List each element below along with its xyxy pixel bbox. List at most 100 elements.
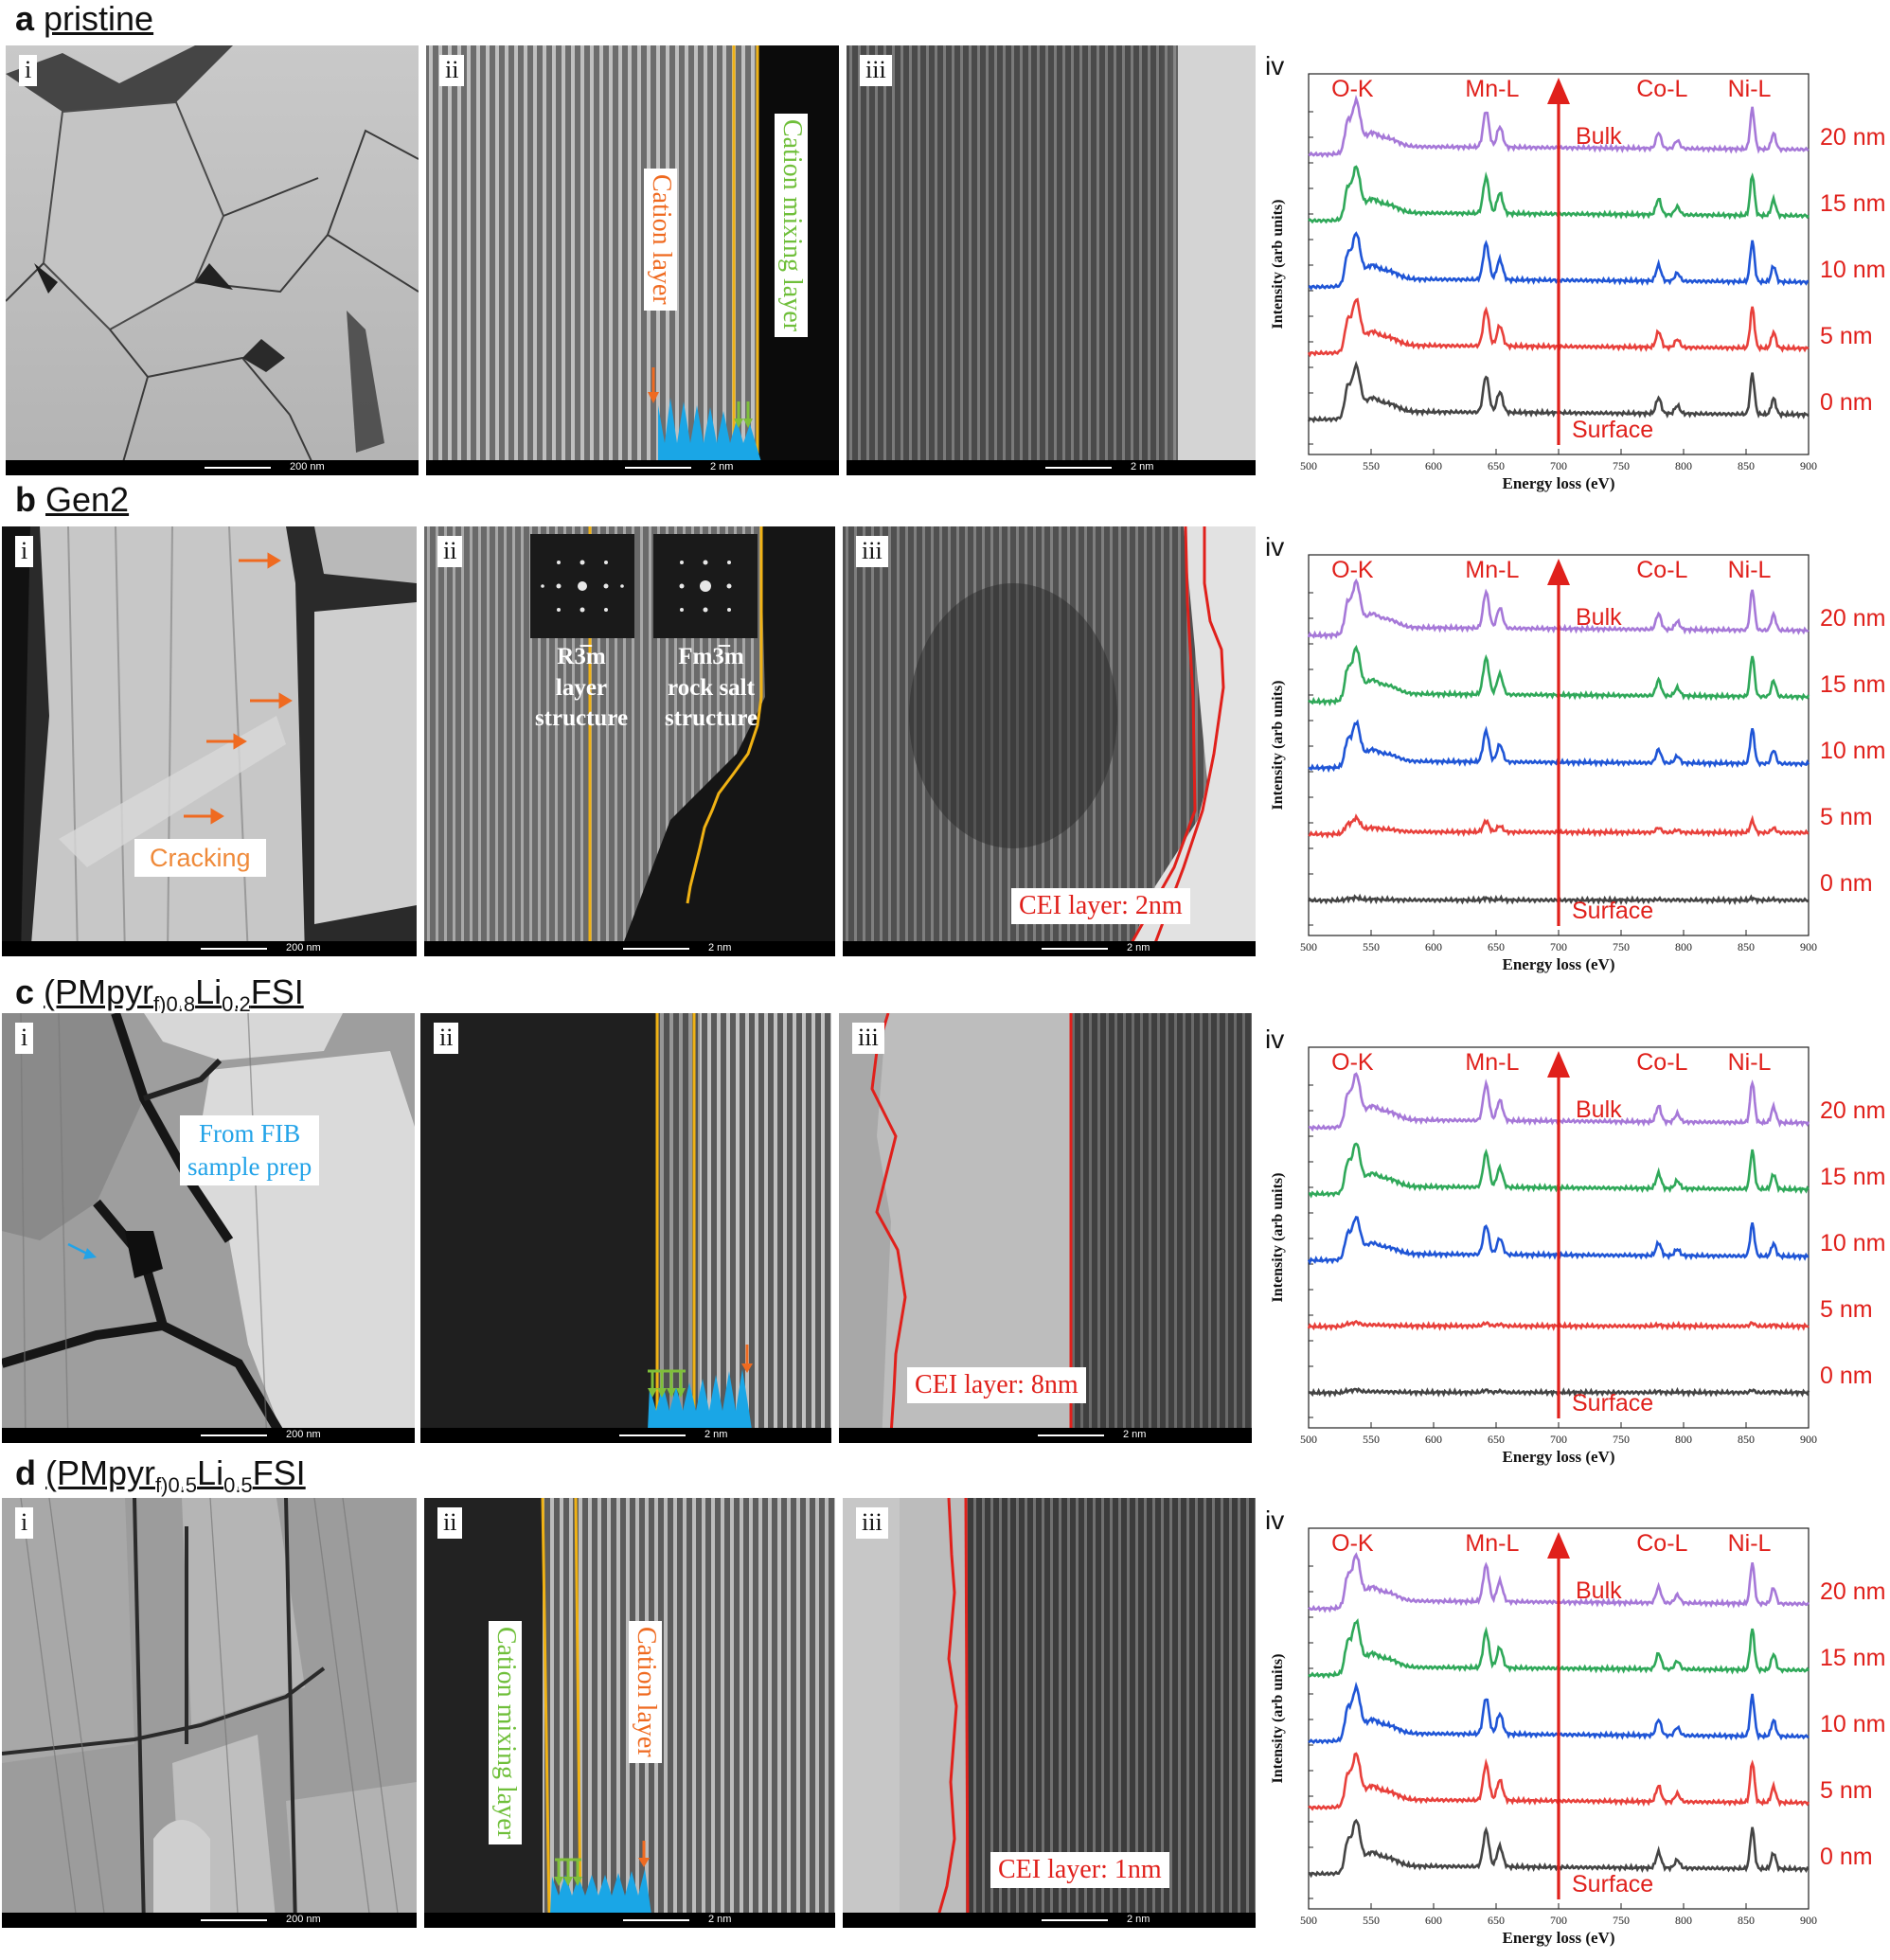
- panel-b-ii: R3̅m layer structure Fm3̅m rock salt str…: [424, 526, 835, 956]
- title-subscript: f: [155, 1473, 162, 1498]
- edge-label: Mn-L: [1465, 557, 1520, 583]
- stem-lattice-b-iii: [843, 526, 1256, 956]
- x-tick-label: 900: [1800, 1914, 1817, 1927]
- cei-layer-label: CEI layer: 8nm: [907, 1367, 1086, 1403]
- panel-d-ii: Cation mixing layer Cation layer ii 2 nm: [424, 1498, 835, 1928]
- scale-bar-text: 2 nm: [704, 1429, 728, 1440]
- x-tick-label: 550: [1363, 459, 1380, 472]
- x-tick-label: 500: [1300, 459, 1317, 472]
- surface-label: Surface: [1572, 1871, 1654, 1898]
- edge-label: Co-L: [1636, 76, 1688, 102]
- series-depth-label: 0 nm: [1820, 1844, 1873, 1870]
- scale-bar-text: 2 nm: [710, 461, 734, 472]
- row-title-text: pristine: [44, 0, 154, 38]
- x-axis-label: Energy loss (eV): [1503, 1929, 1615, 1947]
- panel-label: iv: [1265, 1506, 1285, 1535]
- panel-a-iii: iii 2 nm: [847, 45, 1256, 475]
- panel-label: ii: [437, 1507, 463, 1539]
- x-tick-label: 550: [1363, 1433, 1380, 1446]
- x-tick-label: 550: [1363, 1914, 1380, 1927]
- scale-bar: 2 nm: [426, 460, 839, 475]
- scale-bar-text: 2 nm: [1127, 942, 1150, 953]
- edge-label: Co-L: [1636, 1530, 1688, 1557]
- x-tick-label: 900: [1800, 940, 1817, 953]
- x-tick-label: 600: [1425, 940, 1442, 953]
- sem-image-b-i: [2, 526, 417, 956]
- x-tick-label: 700: [1550, 1433, 1567, 1446]
- title-subscript: 0.2: [222, 992, 251, 1017]
- panel-d-i: i 200 nm: [2, 1498, 417, 1928]
- panel-c-iii: CEI layer: 8nm iii 2 nm: [839, 1013, 1252, 1443]
- series-depth-label: 15 nm: [1820, 1164, 1886, 1190]
- sem-image-a-i: [6, 45, 419, 475]
- row-letter: c: [15, 972, 35, 1011]
- scale-bar: 200 nm: [2, 941, 417, 956]
- series-depth-label: 10 nm: [1820, 738, 1886, 764]
- series-depth-label: 0 nm: [1820, 870, 1873, 897]
- panel-d-iii: CEI layer: 1nm iii 2 nm: [843, 1498, 1256, 1928]
- panel-c-i: From FIB sample prep i 200 nm: [2, 1013, 415, 1443]
- bulk-label: Bulk: [1576, 1577, 1622, 1604]
- arrow-head-icon: [1547, 559, 1570, 585]
- caption-line: sample prep: [187, 1152, 312, 1182]
- series-depth-label: 5 nm: [1820, 1777, 1873, 1804]
- stem-lattice-a-ii: [426, 45, 839, 475]
- edge-label: O-K: [1331, 557, 1374, 583]
- title-subscript: )0.5: [161, 1473, 198, 1498]
- x-tick-label: 550: [1363, 940, 1380, 953]
- space-group-right: Fm3̅m: [678, 644, 744, 669]
- x-tick-label: 650: [1488, 1433, 1505, 1446]
- edge-label: Ni-L: [1727, 1049, 1772, 1076]
- x-tick-label: 850: [1738, 1433, 1755, 1446]
- panel-label: i: [15, 536, 34, 567]
- bulk-label: Bulk: [1576, 1096, 1622, 1123]
- x-tick-label: 900: [1800, 1433, 1817, 1446]
- series-depth-label: 0 nm: [1820, 1363, 1873, 1389]
- series-depth-label: 10 nm: [1820, 257, 1886, 283]
- title-part: Li: [195, 972, 223, 1011]
- panel-label: iv: [1265, 51, 1285, 80]
- stem-lattice-b-ii: [424, 526, 835, 956]
- scale-bar-text: 200 nm: [290, 461, 325, 472]
- row-title-text: Gen2: [45, 480, 130, 519]
- series-depth-label: 15 nm: [1820, 190, 1886, 217]
- y-axis-label: Intensity (arb units): [1270, 1173, 1286, 1303]
- edge-label: Co-L: [1636, 557, 1688, 583]
- panel-label: i: [19, 55, 38, 86]
- cracking-label: Cracking: [134, 839, 266, 878]
- title-part: (PMpyr: [44, 972, 154, 1011]
- series-depth-label: 15 nm: [1820, 671, 1886, 698]
- title-part: FSI: [250, 972, 304, 1011]
- cation-layer-label: Cation layer: [629, 1621, 662, 1763]
- panel-label: iv: [1265, 1025, 1285, 1054]
- cei-layer-label: CEI layer: 2nm: [1011, 888, 1190, 924]
- x-tick-label: 800: [1675, 1433, 1692, 1446]
- x-tick-label: 650: [1488, 459, 1505, 472]
- row-letter: d: [15, 1453, 36, 1492]
- x-tick-label: 600: [1425, 459, 1442, 472]
- scale-bar-text: 200 nm: [286, 1914, 321, 1925]
- x-tick-label: 600: [1425, 1433, 1442, 1446]
- x-tick-label: 750: [1613, 459, 1630, 472]
- edge-label: Ni-L: [1727, 76, 1772, 102]
- eels-chart-c: 500 550 600 650 700 750 800 850 900 Energy loss (…: [1259, 1021, 1886, 1466]
- x-tick-label: 750: [1613, 1914, 1630, 1927]
- scale-bar: 2 nm: [847, 460, 1256, 475]
- x-tick-label: 700: [1550, 940, 1567, 953]
- arrow-head-icon: [1547, 1532, 1570, 1559]
- edge-label: Mn-L: [1465, 1049, 1520, 1076]
- scale-bar-text: 200 nm: [286, 1429, 321, 1440]
- row-c-title: c (PMpyrf)0.8Li0.2FSI: [15, 975, 304, 1015]
- x-tick-label: 750: [1613, 940, 1630, 953]
- scale-bar: 2 nm: [843, 941, 1256, 956]
- series-depth-label: 5 nm: [1820, 323, 1873, 349]
- edge-label: Co-L: [1636, 1049, 1688, 1076]
- scale-bar: 2 nm: [424, 1913, 835, 1928]
- title-subscript: f: [153, 992, 160, 1017]
- series-depth-label: 0 nm: [1820, 389, 1873, 416]
- right-structure-caption: Fm3̅m rock salt structure: [640, 642, 782, 735]
- x-axis-label: Energy loss (eV): [1503, 1448, 1615, 1466]
- x-tick-label: 850: [1738, 459, 1755, 472]
- row-letter: b: [15, 480, 36, 519]
- series-depth-label: 20 nm: [1820, 1578, 1886, 1605]
